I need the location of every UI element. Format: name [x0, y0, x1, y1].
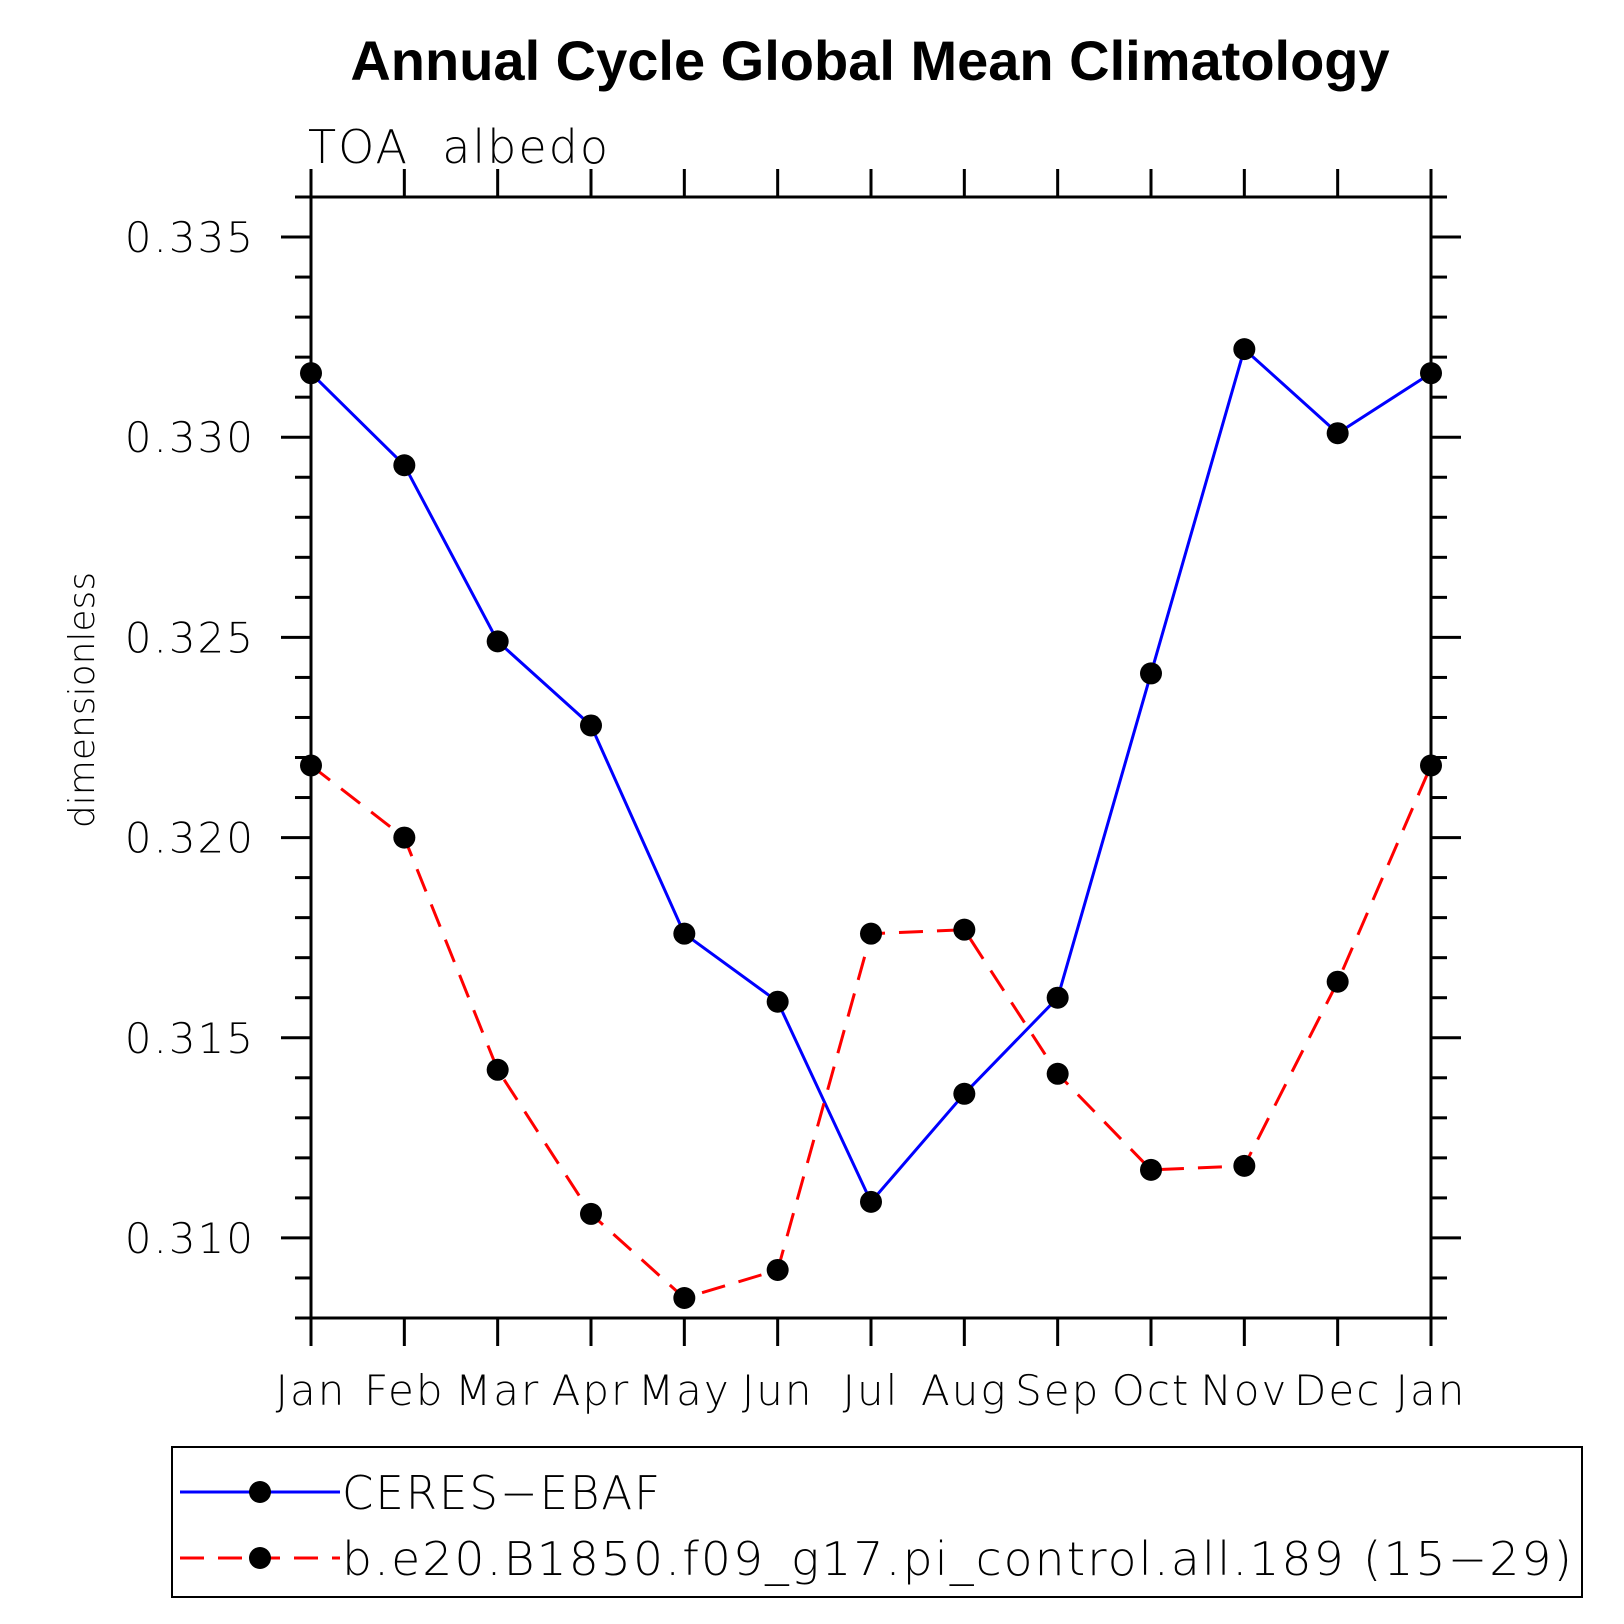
legend-label-model-run: b.e20.B1850.f09_g17.pi_control.all.189 (…: [342, 1532, 1574, 1586]
y-tick-label: 0.310: [125, 1214, 255, 1263]
x-tick-label: Feb: [364, 1366, 444, 1415]
series-0-point: [953, 1082, 976, 1105]
x-tick-labels: Jan Feb Mar Apr May Jun Jul Aug Sep Oct Nov Dec Jan: [276, 1366, 1467, 1415]
chart-subtitle: TOA albedo: [308, 120, 610, 174]
x-tick-label: Jan: [1396, 1366, 1467, 1415]
series-1-point: [1420, 754, 1442, 777]
series-1-point: [1046, 1062, 1069, 1085]
legend-label-ceres-ebaf: CERES−EBAF: [342, 1466, 662, 1520]
series-0-point: [1233, 338, 1256, 361]
legend-marker-ceres-ebaf: [249, 1481, 271, 1503]
y-tick-label: 0.325: [125, 613, 255, 662]
series-1-point: [673, 1286, 696, 1309]
series-1-point: [766, 1258, 789, 1281]
series-0-point: [1140, 662, 1162, 685]
series-1-point: [1233, 1154, 1256, 1177]
series-0-point: [486, 630, 509, 653]
x-tick-label: Oct: [1112, 1366, 1191, 1415]
series-1-point: [1140, 1158, 1162, 1181]
x-tick-label: Nov: [1200, 1366, 1288, 1415]
x-tick-label: Dec: [1294, 1366, 1381, 1415]
y-tick-labels: 0.310 0.315 0.320 0.325 0.330 0.335: [125, 213, 255, 1263]
legend-marker-model-run: [249, 1547, 271, 1569]
axis-ticks: [281, 169, 1461, 1346]
y-tick-label: 0.315: [125, 1014, 255, 1063]
series-0-point: [766, 990, 789, 1013]
series-1-point: [393, 826, 416, 849]
x-tick-label: Sep: [1015, 1366, 1100, 1415]
y-tick-label: 0.335: [125, 213, 255, 262]
series-0-point: [1326, 422, 1349, 445]
x-tick-label: Aug: [921, 1366, 1008, 1415]
series-line-1: [310, 764, 1433, 1300]
series-1-point: [860, 922, 882, 945]
series-1-point: [300, 754, 322, 777]
series-1-point: [580, 1202, 602, 1225]
x-tick-label: May: [638, 1366, 731, 1415]
series-0-point: [580, 714, 602, 737]
y-axis-label: dimensionless: [62, 572, 103, 828]
series-line-0: [309, 347, 1432, 1204]
series-0-point: [393, 454, 416, 477]
x-tick-label: Jun: [742, 1366, 814, 1415]
legend-box: [171, 1446, 1583, 1598]
chart-title: Annual Cycle Global Mean Climatology: [350, 29, 1389, 92]
x-tick-label: Jan: [276, 1366, 347, 1415]
series-1-point: [1326, 970, 1349, 993]
series-layer: [300, 338, 1442, 1309]
y-tick-label: 0.320: [125, 814, 255, 863]
x-tick-label: Jul: [843, 1366, 900, 1415]
series-0-point: [1420, 362, 1442, 385]
legend: CERES−EBAF b.e20.B1850.f09_g17.pi_contro…: [171, 1446, 1583, 1598]
series-0-point: [673, 922, 696, 945]
y-tick-label: 0.330: [125, 413, 255, 462]
series-0-point: [860, 1190, 882, 1213]
series-1-point: [953, 918, 976, 941]
x-tick-label: Mar: [455, 1366, 540, 1415]
series-0-point: [1046, 986, 1069, 1009]
series-1-point: [486, 1058, 509, 1081]
series-0-point: [300, 362, 322, 385]
x-tick-label: Apr: [552, 1366, 631, 1415]
